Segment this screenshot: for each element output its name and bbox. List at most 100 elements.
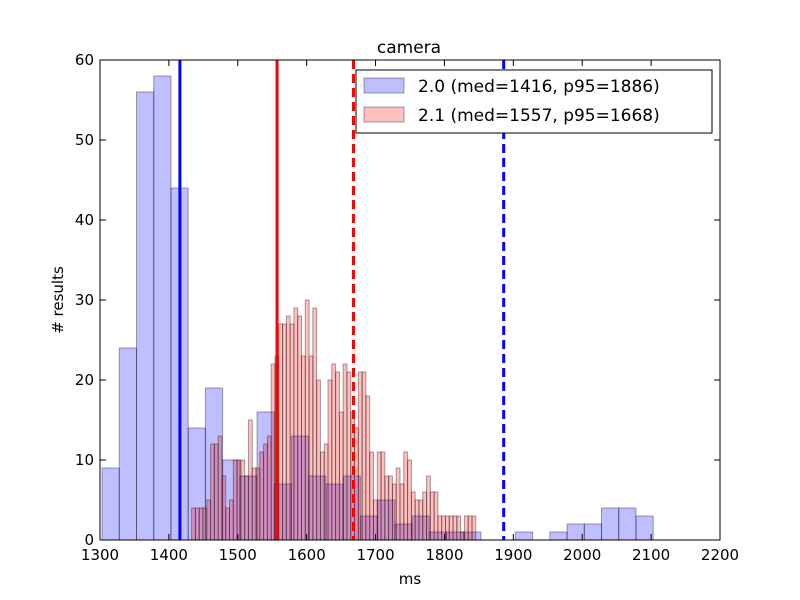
histogram-bar (327, 379, 333, 541)
x-tick-label: 1700 (356, 546, 394, 564)
y-tick-label: 60 (75, 51, 94, 69)
histogram-bar (301, 355, 306, 541)
histogram-bar (433, 491, 439, 541)
histogram-bar (221, 475, 227, 541)
histogram-bar (312, 307, 318, 541)
histogram-bar (263, 443, 268, 541)
histogram-bar (118, 347, 138, 541)
y-tick-label: 0 (84, 531, 94, 549)
histogram-bar (395, 467, 401, 541)
y-tick-label: 40 (75, 211, 94, 229)
x-axis-title: ms (399, 570, 422, 588)
histogram-bar (319, 451, 325, 541)
histogram-bar (414, 499, 420, 541)
histogram-bar (282, 323, 287, 541)
histogram-bar (202, 507, 208, 541)
x-tick-label: 2100 (632, 546, 670, 564)
histogram-bar (514, 531, 534, 541)
histogram-bar (403, 451, 409, 541)
histogram-bar (304, 299, 310, 541)
histogram-bar (601, 507, 620, 541)
plot-area (101, 60, 654, 541)
histogram-bar (278, 323, 284, 541)
histogram-bar (410, 491, 416, 541)
histogram-bar (388, 475, 393, 541)
x-tick-label: 1900 (494, 546, 532, 564)
y-tick-label: 10 (75, 451, 94, 469)
histogram-bar (191, 507, 196, 541)
x-tick-label: 2200 (701, 546, 739, 564)
histogram-bar (206, 499, 212, 541)
histogram-bar (444, 515, 450, 541)
histogram-bar (467, 515, 473, 541)
histogram-bar (308, 355, 314, 541)
x-tick-label: 1400 (150, 546, 188, 564)
histogram-bar (293, 307, 299, 541)
legend-label-2-0: 2.0 (med=1416, p95=1886) (418, 77, 660, 97)
histogram-bar (342, 363, 348, 541)
x-tick-label: 2000 (563, 546, 601, 564)
histogram-bar (217, 435, 223, 541)
histogram-bar (384, 475, 390, 541)
histogram-bar (471, 515, 477, 541)
reference-lines (178, 60, 506, 540)
x-tick-label: 1300 (81, 546, 119, 564)
x-axis: 1300 1400 1500 1600 1700 1800 1900 2000 2100 2200 (81, 60, 739, 564)
histogram-bar (380, 451, 386, 541)
x-tick-label: 1800 (425, 546, 463, 564)
histogram-bar (236, 459, 242, 541)
histogram-bar (244, 475, 249, 541)
histogram-bar (198, 507, 204, 541)
histogram-bar (338, 411, 344, 541)
histogram-bar (101, 467, 120, 541)
histogram-bar (210, 443, 215, 541)
histogram-bar (422, 491, 428, 541)
x-tick-label: 1600 (288, 546, 326, 564)
histogram-bar (213, 443, 219, 541)
y-tick-label: 50 (75, 131, 94, 149)
histogram-bar (456, 515, 462, 541)
histogram-bar (361, 371, 367, 541)
histogram-bar (399, 483, 405, 541)
histogram-bar (429, 491, 435, 541)
y-axis-title: # results (49, 266, 67, 334)
legend: 2.0 (med=1416, p95=1886) 2.1 (med=1557, … (355, 69, 713, 134)
histogram-bar (566, 523, 585, 541)
y-tick-label: 20 (75, 371, 94, 389)
series-2-0-bars (101, 75, 654, 541)
histogram-bar (635, 515, 654, 541)
histogram-bar (285, 315, 291, 541)
histogram-bar (426, 475, 431, 541)
histogram-bar (259, 451, 265, 541)
histogram-bar (618, 507, 637, 541)
histogram-bar (418, 499, 424, 541)
histogram-bar (153, 75, 172, 541)
histogram-bar (437, 515, 443, 541)
histogram-bar (297, 315, 303, 541)
histogram-bar (251, 467, 257, 541)
histogram-bar (225, 507, 231, 541)
histogram-bar (357, 371, 363, 541)
histogram-bar (194, 507, 200, 541)
y-axis: 0 10 20 30 40 50 60 (75, 51, 720, 549)
y-tick-label: 30 (75, 291, 94, 309)
histogram-bar (331, 363, 337, 541)
histogram-bar (460, 531, 465, 541)
histogram-bar (323, 443, 329, 541)
histogram-bar (316, 379, 321, 541)
histogram-bar (247, 419, 253, 541)
histogram-bar (549, 531, 568, 541)
legend-swatch-2-1 (363, 106, 405, 123)
histogram-bar (136, 91, 155, 541)
histogram-bar (583, 523, 603, 541)
chart-title: camera (377, 38, 441, 58)
legend-box (355, 69, 713, 134)
histogram-bar (376, 451, 382, 541)
histogram-bar (240, 459, 246, 541)
histogram-bar (369, 451, 374, 541)
histogram-bar (232, 459, 238, 541)
histogram-bar (448, 515, 454, 541)
histogram-bar (463, 515, 469, 541)
histogram-bar (270, 363, 276, 541)
